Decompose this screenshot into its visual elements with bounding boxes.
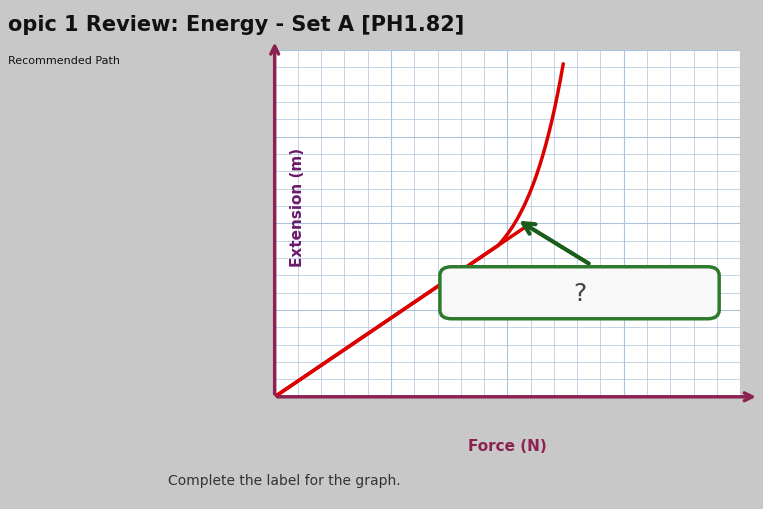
Text: opic 1 Review: Energy - Set A [PH1.82]: opic 1 Review: Energy - Set A [PH1.82]	[8, 15, 464, 35]
Text: Force (N): Force (N)	[468, 439, 547, 454]
Text: Recommended Path: Recommended Path	[8, 56, 120, 66]
Text: Complete the label for the graph.: Complete the label for the graph.	[168, 473, 401, 487]
FancyBboxPatch shape	[440, 267, 720, 319]
Text: ?: ?	[573, 281, 586, 305]
Text: Extension (m): Extension (m)	[291, 147, 305, 266]
